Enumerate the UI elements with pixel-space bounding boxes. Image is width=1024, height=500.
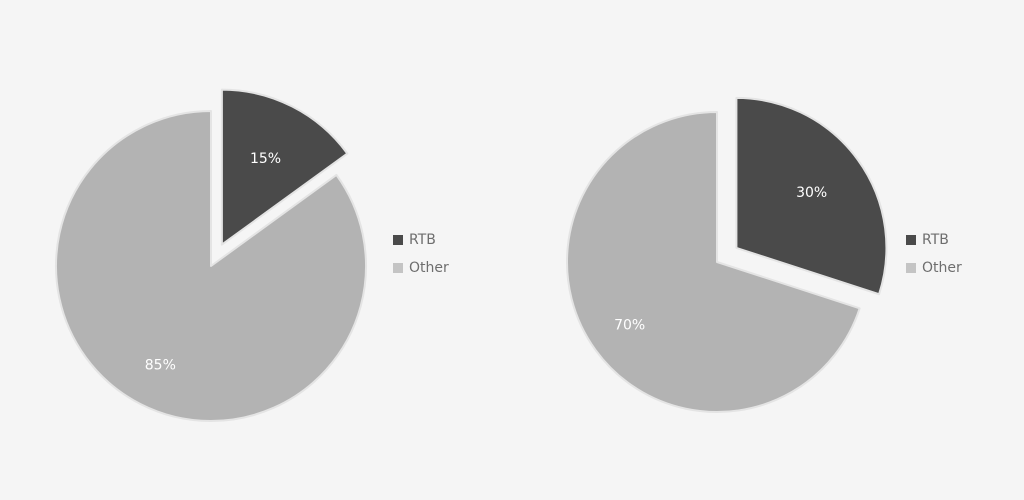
data-label-rtb: 15% [250, 151, 281, 167]
legend-swatch-other [906, 263, 916, 273]
pie-slice-rtb [735, 96, 888, 296]
legend-swatch-other [393, 263, 403, 273]
pie-chart-right: 30% 70% RTB Other [566, 96, 962, 413]
legend-label-other: Other [922, 260, 962, 276]
data-label-other: 85% [145, 357, 176, 373]
pie-slice-other [55, 110, 367, 422]
legend-label-other: Other [409, 260, 449, 276]
legend-swatch-rtb [906, 235, 916, 245]
legend-swatch-rtb [393, 235, 403, 245]
pie-slice-other [566, 111, 861, 413]
legend-label-rtb: RTB [409, 232, 436, 248]
legend-label-rtb: RTB [922, 232, 949, 248]
data-label-other: 70% [614, 317, 645, 333]
pie-slice-rtb [220, 88, 349, 246]
pie-chart-left: 15% 85% RTB Other [55, 88, 449, 422]
data-label-rtb: 30% [796, 185, 827, 201]
